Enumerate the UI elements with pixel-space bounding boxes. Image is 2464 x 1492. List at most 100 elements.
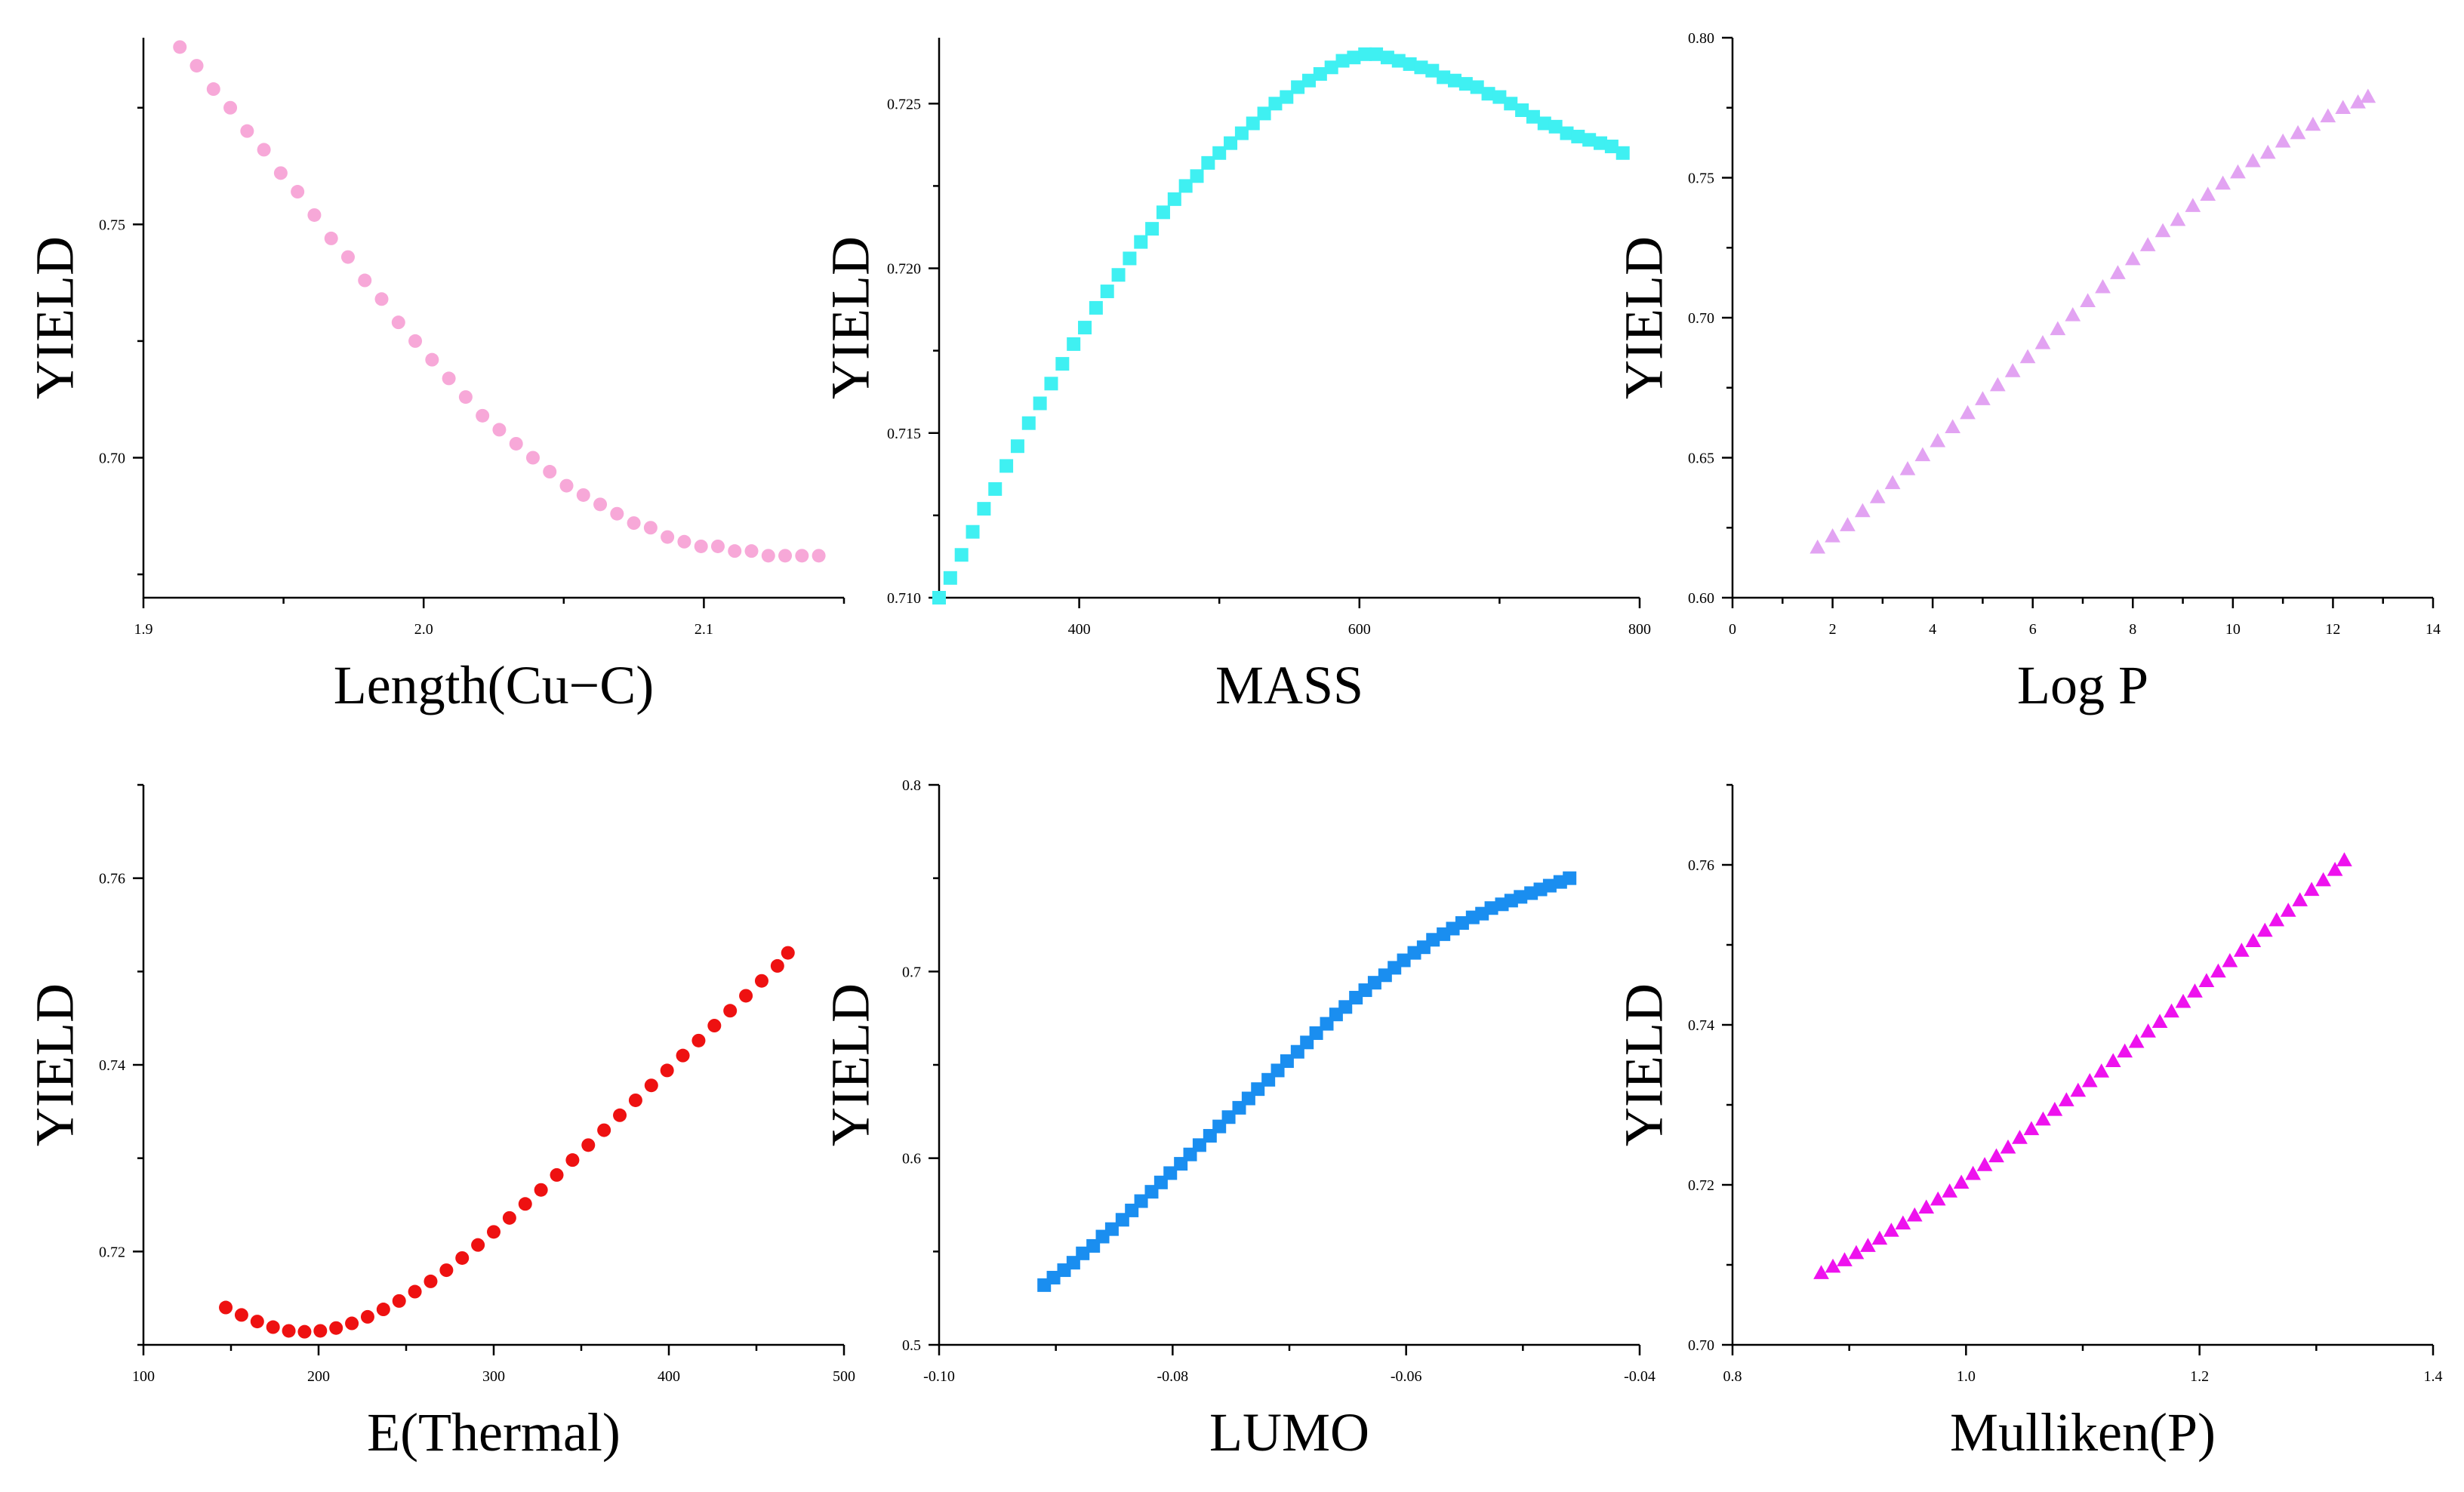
data-point — [273, 166, 288, 180]
data-point — [2360, 88, 2376, 103]
data-point — [442, 371, 456, 386]
data-point — [1989, 377, 2006, 392]
data-point — [1078, 321, 1092, 335]
data-point — [1280, 1054, 1294, 1069]
y-tick-label: 0.70 — [99, 451, 125, 467]
data-point — [424, 1274, 438, 1288]
data-point — [439, 1263, 454, 1278]
data-point — [610, 506, 624, 521]
data-point — [1033, 396, 1047, 411]
data-point — [1010, 439, 1024, 454]
data-point — [173, 40, 187, 54]
data-point — [694, 539, 708, 553]
data-point — [2336, 852, 2352, 866]
data-point — [1895, 1215, 1911, 1230]
y-tick-label: 0.720 — [887, 261, 921, 278]
x-tick-label: 2.1 — [695, 621, 713, 638]
data-point — [1481, 87, 1495, 101]
data-point — [628, 1093, 642, 1107]
data-point — [1914, 447, 1931, 462]
data-point — [581, 1138, 596, 1152]
data-point — [2303, 881, 2320, 897]
data-point — [2327, 862, 2343, 876]
chart-panel-4: 100 200 300 400 500 0.72 0.74 0.76 E(Thermal) YIE… — [25, 783, 855, 1463]
data-point — [1537, 116, 1551, 131]
data-point — [932, 591, 946, 604]
x-tick-label: 400 — [1068, 621, 1091, 638]
data-point — [240, 124, 254, 138]
data-point — [550, 1167, 564, 1182]
x-axis-title: MASS — [1215, 655, 1363, 715]
x-tick-label: 1.4 — [2424, 1368, 2443, 1385]
data-point — [1813, 1265, 1829, 1279]
data-point — [1470, 80, 1484, 94]
data-point — [2000, 1139, 2016, 1154]
data-point — [1542, 878, 1557, 893]
x-tick-label: 12 — [2325, 621, 2340, 638]
data-point — [1526, 109, 1540, 124]
data-point — [2305, 116, 2321, 131]
data-point — [643, 521, 658, 535]
data-point — [1111, 268, 1126, 282]
data-point — [1246, 116, 1260, 131]
x-tick-label: 2.0 — [414, 621, 433, 638]
data-point — [2175, 993, 2191, 1008]
data-point — [1335, 54, 1350, 68]
data-point — [1582, 133, 1597, 147]
data-point — [1221, 1110, 1236, 1124]
data-point — [2105, 1053, 2121, 1067]
data-point — [2034, 335, 2051, 349]
data-point — [1883, 1223, 1899, 1237]
data-point — [509, 436, 523, 451]
data-point — [1571, 129, 1585, 143]
x-tick-label: 1.9 — [134, 621, 153, 638]
y-tick-label: 0.710 — [887, 590, 921, 607]
data-point — [1976, 1157, 1993, 1171]
data-point — [1448, 73, 1462, 88]
data-point — [1975, 391, 1991, 405]
data-point — [2198, 973, 2215, 987]
data-point — [307, 208, 322, 222]
y-tick-label: 0.76 — [1688, 857, 1714, 874]
data-point — [1313, 67, 1327, 82]
data-point — [943, 571, 957, 585]
data-point — [1234, 126, 1249, 140]
data-point — [1825, 528, 1840, 543]
x-tick-label: 200 — [307, 1368, 330, 1385]
data-point — [565, 1153, 580, 1167]
data-point — [1854, 503, 1871, 518]
data-point — [2320, 108, 2336, 123]
data-point — [1369, 47, 1384, 61]
data-point — [189, 59, 204, 73]
data-point — [2070, 1082, 2087, 1097]
data-point — [2185, 198, 2201, 212]
data-point — [2290, 125, 2306, 140]
data-point — [1067, 337, 1081, 351]
data-point — [2151, 1014, 2168, 1029]
x-tick-label: -0.08 — [1157, 1368, 1188, 1385]
y-tick-label: 0.60 — [1688, 590, 1714, 607]
data-point — [2154, 223, 2171, 238]
data-point — [795, 549, 809, 563]
data-point — [1338, 1000, 1353, 1014]
data-point — [2275, 133, 2291, 148]
data-point — [1960, 405, 1976, 420]
x-tick-label: -0.10 — [923, 1368, 955, 1385]
data-point — [1309, 1026, 1323, 1040]
data-point — [1988, 1148, 2004, 1163]
data-point — [1869, 489, 1886, 503]
data-point — [2164, 1003, 2179, 1018]
x-tick-label: 2 — [1829, 621, 1837, 638]
y-tick-label: 0.70 — [1688, 1337, 1714, 1354]
chart-panel-6: 0.8 1.0 1.2 1.4 0.70 0.72 0.74 0.76 Mulliken(P) Y… — [1614, 783, 2443, 1463]
y-tick-label: 0.5 — [902, 1337, 921, 1354]
data-point — [977, 502, 991, 516]
axis-lines — [1731, 785, 2433, 1346]
data-point — [1945, 419, 1961, 433]
data-point — [329, 1321, 343, 1335]
data-point — [966, 525, 980, 539]
data-point — [206, 82, 220, 97]
data-point — [2222, 952, 2238, 967]
data-point — [291, 185, 305, 199]
data-point — [1163, 1166, 1178, 1180]
